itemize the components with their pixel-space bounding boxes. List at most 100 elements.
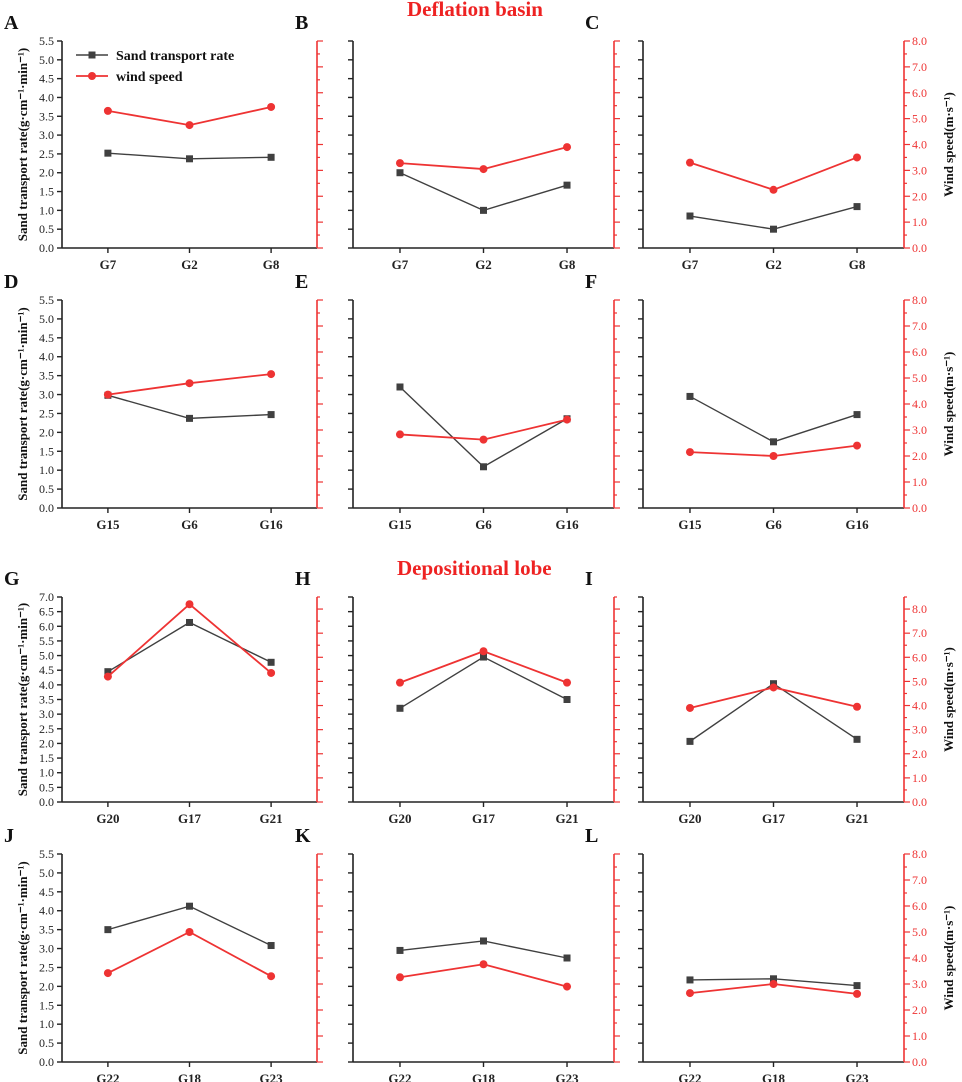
legend-sand-label: Sand transport rate	[116, 49, 234, 64]
x-tick-label: G18	[472, 1071, 496, 1082]
right-axis-title: Wind speed(m·s⁻¹)	[941, 352, 956, 457]
left-tick-label: 0.0	[39, 795, 54, 809]
left-tick-label: 0.0	[39, 241, 54, 255]
panel-letter: D	[4, 271, 18, 293]
legend-wind-label: wind speed	[116, 70, 183, 85]
sand-transport-point	[267, 942, 275, 950]
x-tick-label: G2	[765, 257, 782, 272]
sand-transport-line	[399, 172, 568, 212]
panel-a: A 0.0 0.5 1.0 1.5 2.0 2.5 3.0 3.5 4.0 4.5 5.0 5.5 G7 G…	[4, 12, 323, 272]
sand-transport-point	[104, 668, 112, 676]
sand-transport-line	[689, 682, 858, 742]
sand-transport-point	[853, 203, 861, 211]
wind-speed-point	[853, 441, 862, 450]
left-tick-label: 0.0	[39, 1055, 54, 1069]
left-tick-label: 5.0	[39, 53, 54, 67]
wind-speed-point	[479, 435, 488, 444]
left-tick-label: 0.5	[39, 482, 54, 496]
left-tick-label: 4.5	[39, 72, 54, 86]
sand-transport-line	[399, 386, 568, 468]
left-tick-label: 2.5	[39, 406, 54, 420]
wind-speed-line	[107, 930, 272, 977]
right-tick-label: 2.0	[912, 189, 927, 203]
panel-c: C G7 G2 G8 0.0 1.0 2.0 3.0 4.0 5.0 6.0 7.0 8.0 Wind s…	[585, 12, 956, 272]
left-tick-label: 3.0	[39, 942, 54, 956]
right-tick-label: 6.0	[912, 345, 927, 359]
right-tick-label: 1.0	[912, 771, 927, 785]
x-tick-label: G16	[260, 517, 284, 532]
right-tick-label: 4.0	[912, 951, 927, 965]
right-tick-label: 2.0	[912, 747, 927, 761]
right-axis-title: Wind speed(m·s⁻¹)	[941, 647, 956, 752]
sand-transport-point	[853, 411, 861, 419]
left-tick-label: 4.5	[39, 331, 54, 345]
left-tick-label: 4.0	[39, 678, 54, 692]
wind-speed-point	[267, 972, 276, 981]
wind-speed-point	[395, 678, 404, 687]
wind-speed-point	[685, 158, 694, 167]
wind-speed-point	[479, 647, 488, 656]
left-tick-label: 5.0	[39, 649, 54, 663]
sand-transport-point	[267, 411, 275, 419]
left-tick-label: 4.0	[39, 90, 54, 104]
right-tick-label: 6.0	[912, 650, 927, 664]
x-tick-label: G22	[678, 1071, 701, 1082]
left-tick-label: 6.5	[39, 605, 54, 619]
sand-transport-point	[396, 704, 404, 712]
wind-speed-point	[685, 448, 694, 457]
x-tick-label: G15	[96, 517, 120, 532]
x-tick-label: G16	[555, 517, 579, 532]
x-tick-label: G2	[475, 257, 492, 272]
wind-speed-point	[395, 973, 404, 982]
left-tick-label: 3.5	[39, 693, 54, 707]
right-tick-label: 7.0	[912, 626, 927, 640]
panel-letter: L	[585, 825, 598, 847]
sand-transport-point	[104, 926, 112, 934]
x-tick-label: G7	[682, 257, 699, 272]
wind-speed-point	[479, 165, 488, 174]
x-tick-label: G17	[178, 811, 202, 826]
wind-speed-point	[769, 683, 778, 692]
wind-speed-point	[395, 159, 404, 168]
right-tick-label: 2.0	[912, 449, 927, 463]
sand-transport-point	[396, 169, 404, 177]
panel-j: J 0.0 0.5 1.0 1.5 2.0 2.5 3.0 3.5 4.0 4.5 5.0 5.5 G22…	[4, 825, 323, 1082]
sand-transport-point	[853, 982, 861, 990]
sand-transport-point	[770, 225, 777, 233]
sand-transport-point	[770, 438, 777, 446]
sand-transport-point	[186, 902, 193, 910]
legend-sand-marker	[88, 51, 96, 59]
left-tick-label: 2.5	[39, 147, 54, 161]
panel-letter: E	[295, 271, 308, 293]
right-tick-label: 7.0	[912, 319, 927, 333]
right-tick-label: 3.0	[912, 977, 927, 991]
sand-transport-point	[480, 653, 487, 661]
right-tick-label: 0.0	[912, 795, 927, 809]
left-tick-label: 2.0	[39, 166, 54, 180]
panel-letter: K	[295, 825, 311, 847]
depositional-lobe-heading: Depositional lobe	[397, 556, 552, 580]
sand-transport-point	[480, 463, 487, 471]
panel-f: F G15 G6 G16 0.0 1.0 2.0 3.0 4.0 5.0 6.0 7.0 8.0 Wind…	[585, 271, 956, 532]
left-tick-label: 5.5	[39, 847, 54, 861]
wind-speed-point	[267, 370, 276, 379]
right-tick-label: 2.0	[912, 1003, 927, 1017]
right-tick-label: 8.0	[912, 602, 927, 616]
left-tick-label: 1.0	[39, 203, 54, 217]
left-tick-label: 1.5	[39, 185, 54, 199]
right-tick-label: 1.0	[912, 475, 927, 489]
left-tick-label: 7.0	[39, 590, 54, 604]
wind-speed-point	[267, 668, 276, 677]
panel-letter: H	[295, 568, 311, 590]
sand-transport-line	[107, 621, 272, 673]
x-tick-label: G23	[845, 1071, 869, 1082]
left-axis-title: Sand transport rate(g·cm⁻¹·min⁻¹)	[15, 48, 30, 241]
left-tick-label: 0.5	[39, 222, 54, 236]
right-tick-label: 4.0	[912, 397, 927, 411]
left-tick-label: 2.0	[39, 979, 54, 993]
wind-speed-line	[107, 603, 272, 678]
left-tick-label: 6.0	[39, 619, 54, 633]
x-tick-label: G8	[849, 257, 866, 272]
panel-b: B G7 G2 G8	[295, 12, 620, 272]
